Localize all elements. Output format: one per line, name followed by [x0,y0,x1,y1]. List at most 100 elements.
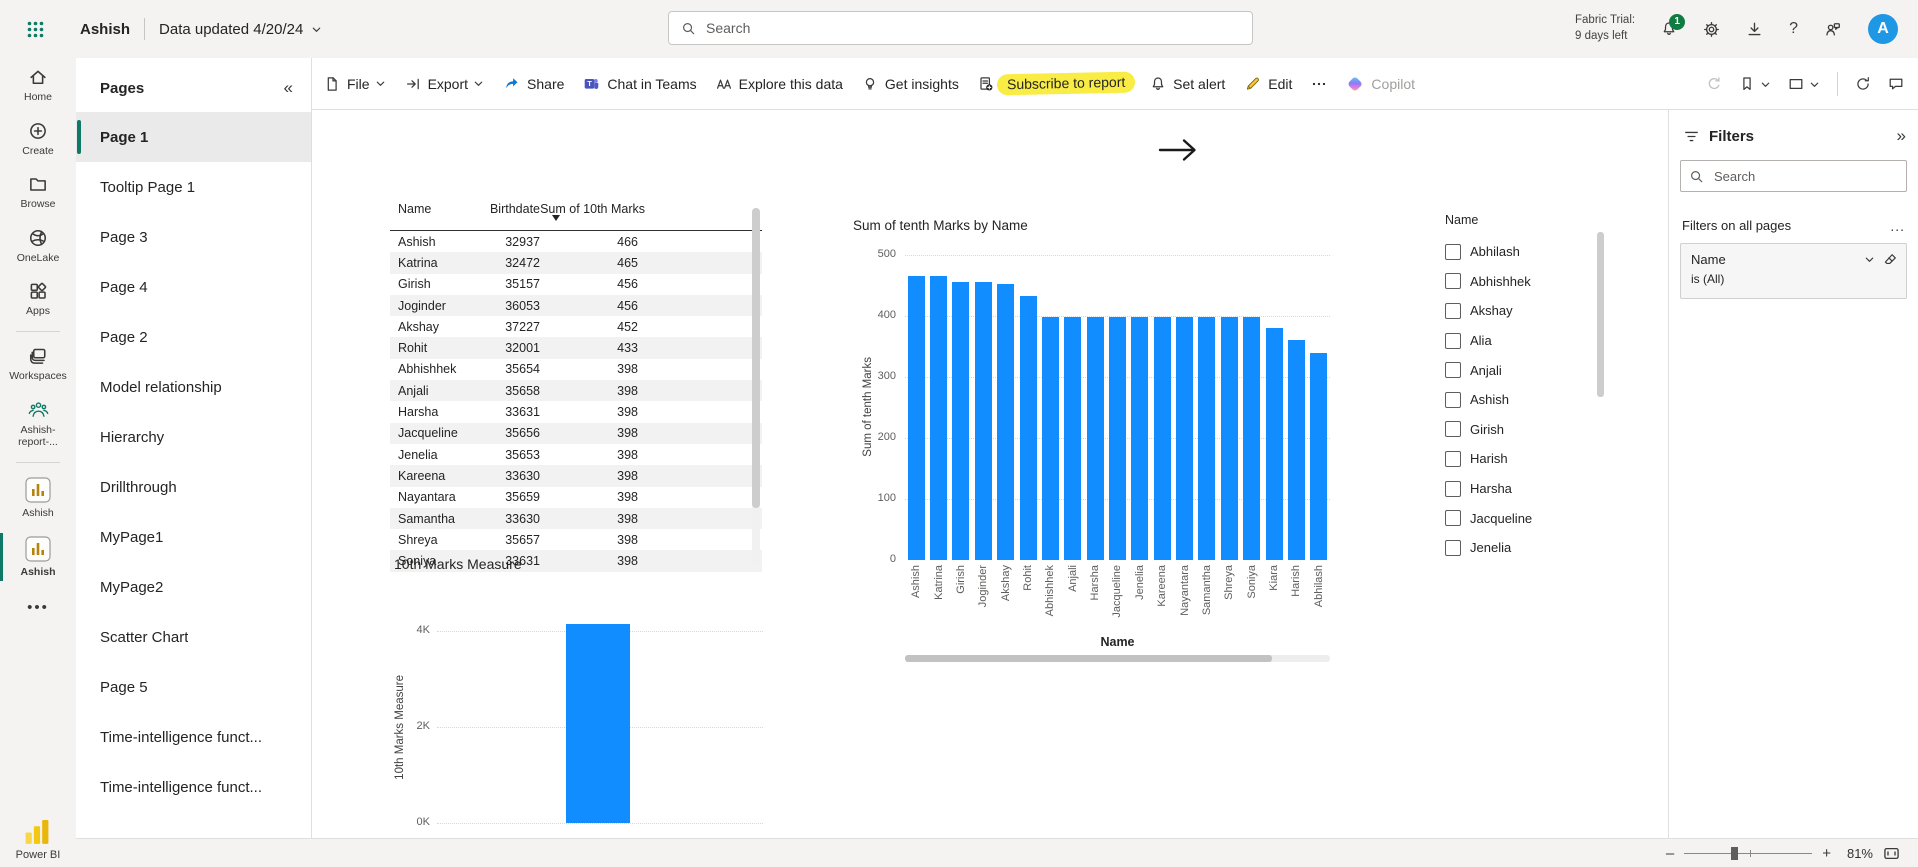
page-item-time-intelligence-funct[interactable]: Time-intelligence funct... [76,712,311,762]
slicer-item-abhilash[interactable]: Abhilash [1445,237,1602,267]
toolbar-explore-this-data[interactable]: Explore this data [716,76,843,92]
checkbox[interactable] [1445,332,1461,349]
feedback-icon[interactable] [1824,21,1842,38]
table-row[interactable]: Soniya 33631 398 [390,550,762,572]
table-row[interactable]: Abhishhek 35654 398 [390,359,762,380]
slicer-item-harsha[interactable]: Harsha [1445,474,1602,504]
bar[interactable] [1220,317,1238,560]
rail-item-ashish[interactable]: Ashish [0,468,76,528]
checkbox[interactable] [1445,302,1461,319]
bar[interactable] [1287,340,1305,560]
page-item-mypage2[interactable]: MyPage2 [76,562,311,612]
rail-item-workspaces[interactable]: Workspaces [0,337,76,391]
chart-scrollbar-thumb[interactable] [905,655,1272,662]
toolbar-get-insights[interactable]: Get insights [862,76,959,92]
column-header-name[interactable]: Name [398,202,432,216]
table-row[interactable]: Samantha 33630 398 [390,507,762,530]
table-row[interactable]: Harsha 33631 398 [390,401,762,422]
slicer-item-harish[interactable]: Harish [1445,444,1602,474]
checkbox[interactable] [1445,421,1461,438]
toolbar-edit[interactable]: Edit [1244,76,1292,92]
zoom-in-button[interactable]: + [1822,844,1831,862]
filters-more-options[interactable]: ... [1890,217,1905,234]
slicer-item-akshay[interactable]: Akshay [1445,296,1602,326]
toolbar-file[interactable]: File [324,76,386,92]
table-scrollbar-thumb[interactable] [752,208,760,508]
slicer-item-abhishhek[interactable]: Abhishhek [1445,267,1602,297]
table-row[interactable]: Girish 35157 456 [390,274,762,295]
filter-card-name[interactable]: Name is (All) [1680,243,1907,299]
data-updated-dropdown[interactable]: Data updated 4/20/24 [159,21,322,38]
page-item-model-relationship[interactable]: Model relationship [76,362,311,412]
account-avatar[interactable]: A [1868,14,1898,44]
checkbox[interactable] [1445,273,1461,290]
table-row[interactable]: Jenelia 35653 398 [390,444,762,465]
page-item-page-4[interactable]: Page 4 [76,262,311,312]
bar[interactable] [1265,328,1283,560]
bar[interactable] [1153,317,1171,560]
toolbar-set-alert[interactable]: Set alert [1150,76,1225,92]
slicer-item-ashish[interactable]: Ashish [1445,385,1602,415]
page-item-scatter-chart[interactable]: Scatter Chart [76,612,311,662]
toolbar-copilot[interactable]: Copilot [1346,75,1415,93]
toolbar-reset-default-view[interactable] [1706,76,1722,92]
checkbox[interactable] [1445,480,1461,497]
column-header-birthdate[interactable]: Birthdate [489,202,540,216]
table-row[interactable]: Shreya 35657 398 [390,529,762,550]
bar[interactable] [1198,317,1216,560]
slicer-item-jenelia[interactable]: Jenelia [1445,533,1602,563]
search-input[interactable] [704,19,1240,37]
bar[interactable] [974,281,992,560]
download-icon[interactable] [1746,21,1763,38]
rail-item-apps[interactable]: Apps [0,272,76,326]
bar[interactable] [1243,317,1261,560]
bar[interactable] [566,623,630,823]
rail-item-home[interactable]: Home [0,58,76,112]
page-item-tooltip-page-1[interactable]: Tooltip Page 1 [76,162,311,212]
bar[interactable] [1041,317,1059,560]
rail-item-create[interactable]: Create [0,112,76,166]
toolbar-subscribe-to-report[interactable]: Subscribe to report [978,71,1136,96]
chevron-down-icon[interactable] [1864,254,1875,265]
fit-to-page-icon[interactable] [1883,845,1900,862]
bar[interactable] [1064,317,1082,560]
slicer-item-alia[interactable]: Alia [1445,326,1602,356]
page-item-page-3[interactable]: Page 3 [76,212,311,262]
toolbar-more-options[interactable] [1311,76,1327,92]
page-item-drillthrough[interactable]: Drillthrough [76,462,311,512]
page-item-hierarchy[interactable]: Hierarchy [76,412,311,462]
waffle-menu-icon[interactable] [22,16,48,42]
toolbar-share[interactable]: Share [503,76,564,92]
bar[interactable] [1109,317,1126,560]
checkbox[interactable] [1445,539,1461,556]
toolbar-view[interactable] [1788,76,1820,92]
table-header[interactable]: Name Birthdate Sum of 10th Marks [390,196,762,231]
page-item-page-1[interactable]: Page 1 [76,112,311,162]
checkbox[interactable] [1445,362,1461,379]
bar[interactable] [1176,317,1194,560]
table-row[interactable]: Jacqueline 35656 398 [390,422,762,444]
bar[interactable] [1086,317,1104,560]
zoom-slider-thumb[interactable] [1731,846,1739,860]
table-row[interactable]: Kareena 33630 398 [390,465,762,487]
help-icon[interactable]: ? [1789,20,1798,37]
zoom-slider[interactable] [1684,846,1813,860]
toolbar-bookmarks[interactable] [1739,76,1771,92]
checkbox[interactable] [1445,243,1461,260]
column-header-sum-of-10th-marks[interactable]: Sum of 10th Marks [540,202,645,216]
global-search[interactable] [668,11,1253,45]
slicer-scrollbar-thumb[interactable] [1597,232,1604,397]
toolbar-comments[interactable] [1888,76,1904,92]
settings-gear-icon[interactable] [1703,21,1720,38]
rail-item-ashish[interactable]: Ashish [0,527,76,587]
bar[interactable] [1310,352,1328,560]
toolbar-refresh-visuals[interactable] [1855,76,1871,92]
filters-search[interactable] [1680,160,1907,192]
checkbox[interactable] [1445,391,1461,408]
toolbar-export[interactable]: Export [405,76,484,92]
checkbox[interactable] [1445,450,1461,467]
zoom-out-button[interactable]: – [1665,844,1675,862]
slicer-item-jacqueline[interactable]: Jacqueline [1445,503,1602,533]
filters-search-input[interactable] [1712,167,1898,185]
page-item-mypage1[interactable]: MyPage1 [76,512,311,562]
